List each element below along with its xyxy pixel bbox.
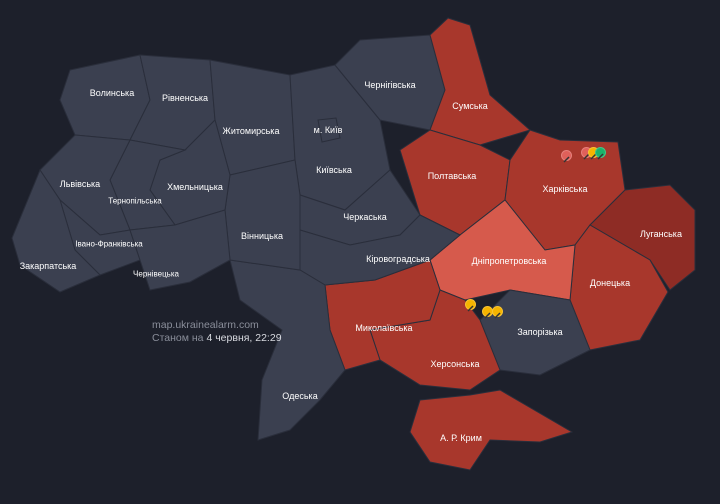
- artillery-icon[interactable]: [492, 306, 503, 319]
- watermark-status: Станом на 4 червня, 22:29: [152, 332, 282, 344]
- region-sumy[interactable]: [429, 17, 532, 146]
- all-clear-icon[interactable]: [595, 147, 606, 160]
- artillery-icon[interactable]: [561, 150, 572, 163]
- artillery-icon[interactable]: [465, 299, 476, 312]
- region-crimea[interactable]: [409, 389, 574, 471]
- region-vinnytsia[interactable]: [224, 159, 301, 271]
- watermark-site: map.ukrainealarm.com: [152, 319, 259, 331]
- region-odesa[interactable]: [229, 259, 346, 441]
- region-kyiv-city[interactable]: [317, 117, 341, 143]
- watermark: map.ukrainealarm.com Станом на 4 червня,…: [152, 319, 282, 345]
- region-zakarpattia[interactable]: [11, 168, 101, 293]
- region-chernivtsi[interactable]: [129, 209, 231, 291]
